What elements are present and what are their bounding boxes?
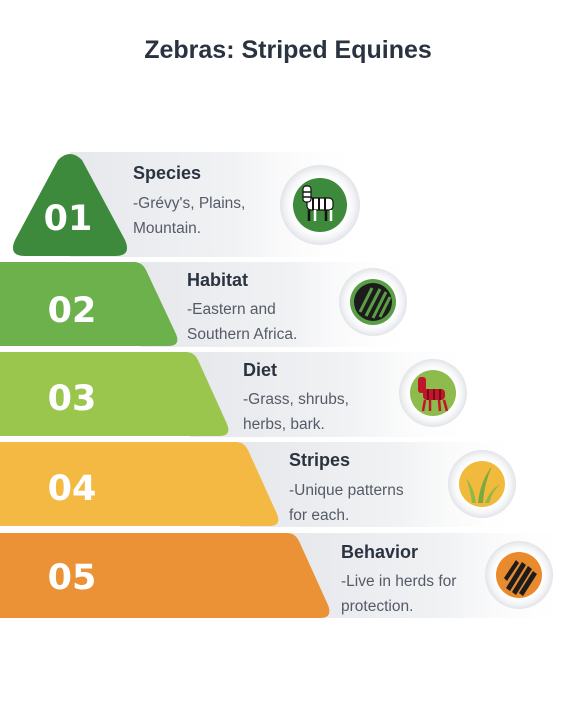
- label-diet: Diet: [243, 360, 278, 380]
- desc-behavior-line-1: -Live in herds for: [341, 573, 457, 590]
- desc-habitat-line-2: Southern Africa.: [187, 326, 298, 343]
- desc-behavior-line-2: protection.: [341, 598, 414, 615]
- desc-diet-line-1: -Grass, shrubs,: [243, 391, 349, 408]
- shape-4: [0, 442, 279, 526]
- shape-5: [0, 533, 330, 618]
- layer-2: 02: [0, 262, 420, 347]
- desc-species: -Grévy's, Plains, Mountain.: [133, 191, 245, 241]
- desc-stripes-line-1: -Unique patterns: [289, 482, 404, 499]
- desc-habitat: -Eastern and Southern Africa.: [187, 297, 297, 347]
- label-species: Species: [133, 163, 202, 183]
- desc-species-line-2: Mountain.: [133, 220, 202, 237]
- desc-stripes-line-2: for each.: [289, 507, 350, 524]
- label-habitat: Habitat: [187, 270, 249, 290]
- label-stripes: Stripes: [289, 450, 351, 470]
- number-3: 03: [48, 379, 97, 419]
- layer-5: 05: [0, 533, 576, 618]
- number-5: 05: [48, 558, 97, 598]
- red-zebra-icon: [418, 377, 449, 412]
- shape-2: [0, 262, 178, 346]
- shape-1: [12, 154, 128, 256]
- desc-stripes: -Unique patterns for each.: [289, 478, 404, 528]
- layer-4: 04: [0, 442, 530, 527]
- zebra-pattern-icon: [504, 560, 537, 596]
- page-title: Zebras: Striped Equines: [144, 36, 432, 64]
- shape-3: [0, 352, 229, 436]
- desc-diet: -Grass, shrubs, herbs, bark.: [243, 387, 349, 437]
- desc-behavior: -Live in herds for protection.: [341, 569, 456, 619]
- icon-bg-4: [459, 461, 505, 507]
- layer-1: 01: [12, 152, 370, 257]
- grass-icon: [466, 466, 500, 503]
- desc-species-line-1: -Grévy's, Plains,: [133, 195, 246, 212]
- number-2: 02: [48, 291, 97, 331]
- desc-habitat-line-1: -Eastern and: [187, 301, 276, 318]
- label-behavior: Behavior: [341, 542, 419, 562]
- desc-diet-line-2: herbs, bark.: [243, 416, 325, 433]
- number-1: 01: [44, 199, 93, 239]
- layer-3: 03: [0, 352, 480, 437]
- zebra-icon: [302, 185, 334, 221]
- stripes-icon: [354, 283, 392, 321]
- number-4: 04: [48, 469, 97, 509]
